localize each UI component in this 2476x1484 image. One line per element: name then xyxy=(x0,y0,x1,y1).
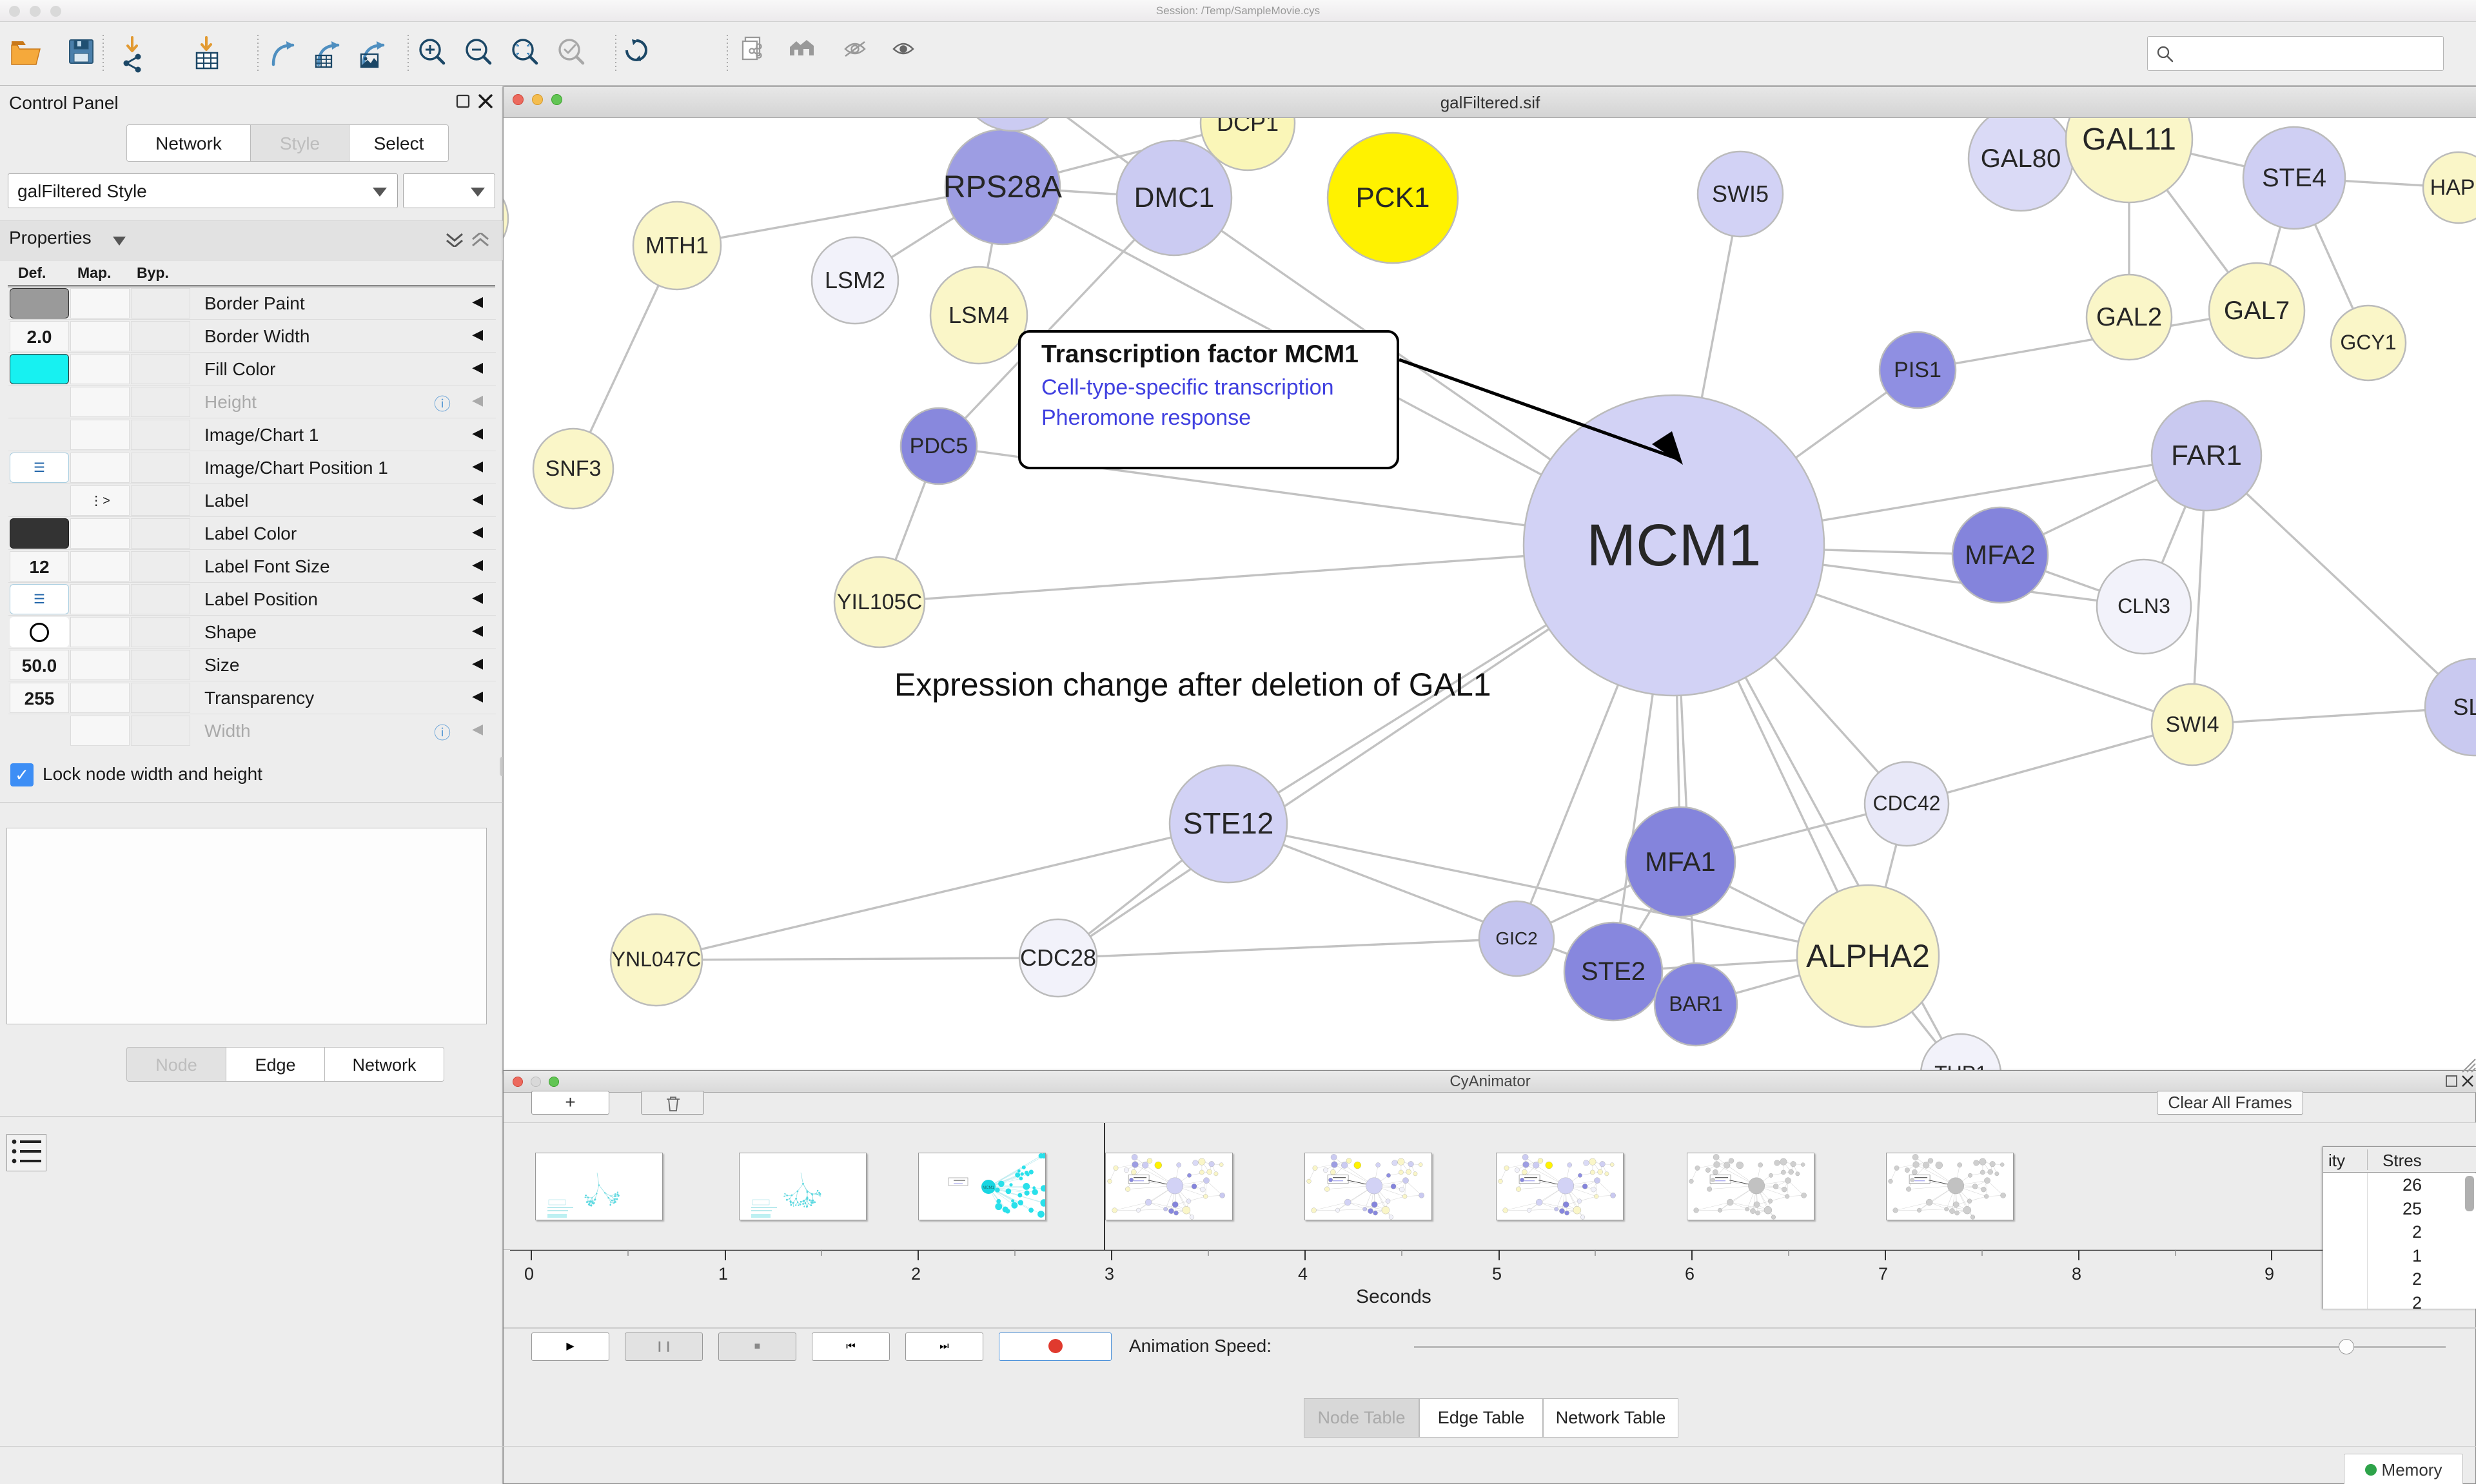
svg-text:SWI4: SWI4 xyxy=(2165,712,2219,737)
svg-text:PIS1: PIS1 xyxy=(1894,358,1941,382)
svg-text:LSM2: LSM2 xyxy=(825,267,885,293)
svg-text:GAL7: GAL7 xyxy=(2224,297,2290,325)
svg-text:PDC5: PDC5 xyxy=(910,434,968,458)
svg-text:MCM1: MCM1 xyxy=(983,1186,994,1190)
svg-text:STE2: STE2 xyxy=(1581,957,1646,986)
svg-text:ALPHA2: ALPHA2 xyxy=(1806,938,1930,974)
svg-text:GAL11: GAL11 xyxy=(2082,122,2176,157)
svg-text:CDC42: CDC42 xyxy=(1873,792,1941,815)
svg-text:YIL105C: YIL105C xyxy=(837,590,922,614)
svg-text:SNF3: SNF3 xyxy=(545,456,602,481)
svg-text:STE4: STE4 xyxy=(2262,164,2326,192)
svg-text:BAR1: BAR1 xyxy=(1669,992,1723,1015)
svg-text:YNL047C: YNL047C xyxy=(612,948,702,971)
svg-text:MTH1: MTH1 xyxy=(645,232,709,259)
svg-text:DMC1: DMC1 xyxy=(1134,182,1215,213)
svg-text:GIC2: GIC2 xyxy=(1495,928,1537,948)
svg-text:RPS28A: RPS28A xyxy=(943,170,1062,204)
svg-text:DCP1: DCP1 xyxy=(1217,118,1279,136)
svg-text:STE12: STE12 xyxy=(1183,806,1274,840)
svg-text:SLT: SLT xyxy=(2453,694,2476,720)
svg-text:MFA2: MFA2 xyxy=(1965,540,2036,570)
svg-text:GAL80: GAL80 xyxy=(1981,144,2061,173)
svg-text:CDC28: CDC28 xyxy=(1020,944,1096,971)
svg-text:LSM4: LSM4 xyxy=(948,302,1009,328)
svg-text:FAR1: FAR1 xyxy=(2171,440,2242,471)
svg-text:SWI5: SWI5 xyxy=(1712,181,1769,207)
svg-text:GCY1: GCY1 xyxy=(2340,331,2396,354)
svg-text:MFA1: MFA1 xyxy=(1645,846,1716,877)
svg-text:PCK1: PCK1 xyxy=(1356,182,1430,213)
svg-text:HAP2: HAP2 xyxy=(2430,175,2476,200)
svg-text:GAL2: GAL2 xyxy=(2096,303,2162,331)
svg-text:MCM1: MCM1 xyxy=(1587,513,1762,578)
svg-text:CLN3: CLN3 xyxy=(2117,594,2170,618)
